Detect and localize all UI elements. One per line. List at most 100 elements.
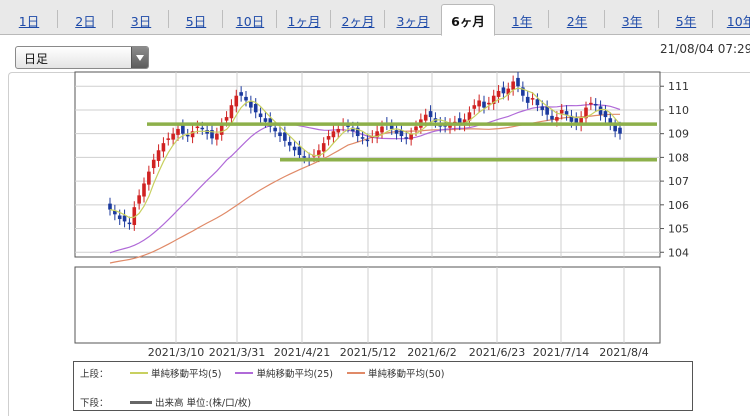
legend-row-lower: 下段： 出来高 単位:(株/口/枚) [80, 395, 265, 409]
chevron-down-icon[interactable] [131, 47, 148, 68]
candle-body-103 [608, 118, 613, 125]
candle-body-76 [477, 100, 481, 107]
x-tick-label-5: 2021/6/23 [469, 346, 525, 359]
legend-sma50-label: 単純移動平均(50) [367, 369, 445, 380]
tab-11[interactable]: 3年 [605, 6, 659, 35]
x-tick-label-7: 2021/8/4 [599, 346, 648, 359]
candle-body-40 [302, 156, 307, 158]
chart-legend: 上段： 単純移動平均(5) 単純移動平均(25) 単純移動平均(50) 下段： … [73, 361, 693, 411]
candle-body-74 [467, 112, 472, 121]
candle-body-21 [210, 130, 214, 139]
candle-body-39 [297, 146, 302, 156]
candle-body-2 [117, 215, 122, 220]
candle-body-30 [253, 104, 258, 113]
sma25-line [109, 103, 621, 254]
candle-body-37 [287, 141, 292, 146]
candle-body-3 [122, 215, 127, 222]
legend-lower-title: 下段： [80, 398, 109, 409]
tab-2[interactable]: 3日 [113, 6, 169, 35]
candle-body-97 [579, 117, 583, 126]
candle-body-38 [292, 146, 297, 151]
candle-body-28 [244, 96, 248, 101]
candle-body-10 [156, 150, 161, 161]
legend-volume-label: 出来高 単位:(株/口/枚) [155, 398, 252, 409]
candle-body-70 [448, 124, 452, 128]
candle-body-35 [278, 132, 282, 137]
tab-12[interactable]: 5年 [659, 6, 713, 35]
sma5-swatch [130, 372, 148, 374]
candle-body-33 [268, 118, 273, 127]
candle-body-62 [409, 133, 413, 140]
volume-swatch [130, 400, 152, 404]
candle-body-102 [603, 111, 608, 118]
x-tick-label-0: 2021/3/10 [148, 346, 204, 359]
candle-body-24 [224, 117, 229, 121]
candle-body-46 [331, 131, 336, 138]
candle-body-26 [234, 95, 239, 107]
candle-body-83 [511, 81, 515, 90]
y-tick-label-3: 107 [668, 175, 689, 188]
x-tick-label-4: 2021/6/2 [407, 346, 456, 359]
candle-body-63 [414, 126, 418, 131]
candle-body-101 [598, 106, 603, 115]
candle-body-92 [555, 117, 559, 121]
period-tab-bar: 1日 2日 3日 5日 10日 1ヶ月 2ヶ月 3ヶ月 6ヶ月 1年 2年 3年 5年 10年 [0, 0, 750, 36]
candle-body-1 [113, 210, 117, 215]
legend-item-sma5: 単純移動平均(5) [130, 366, 221, 380]
y-tick-label-6: 110 [668, 104, 689, 117]
tab-13[interactable]: 10年 [726, 14, 750, 29]
candle-body-87 [530, 98, 535, 100]
candle-body-51 [355, 127, 360, 137]
candle-body-0 [108, 203, 112, 210]
candle-body-17 [190, 131, 195, 138]
candle-body-89 [540, 106, 545, 110]
x-tick-label-3: 2021/5/12 [340, 346, 396, 359]
candle-body-58 [389, 125, 394, 129]
tab-1[interactable]: 2日 [58, 6, 113, 35]
candle-body-45 [326, 136, 331, 140]
candle-body-32 [263, 118, 268, 122]
candle-body-61 [404, 137, 409, 139]
candle-body-98 [584, 107, 588, 119]
tab-8[interactable]: 6ヶ月 [441, 4, 495, 36]
candle-body-91 [550, 115, 554, 120]
candle-body-95 [569, 115, 574, 122]
y-tick-label-7: 111 [668, 80, 689, 93]
candle-body-94 [564, 111, 569, 115]
candle-body-60 [399, 130, 404, 137]
tab-5[interactable]: 1ヶ月 [277, 6, 331, 35]
tab-4[interactable]: 10日 [223, 6, 277, 35]
candle-body-18 [195, 126, 200, 129]
candle-body-6 [137, 195, 141, 204]
legend-sma5-label: 単純移動平均(5) [151, 369, 222, 380]
tab-0[interactable]: 1日 [0, 6, 58, 35]
candle-body-27 [239, 92, 243, 96]
tab-3[interactable]: 5日 [169, 6, 223, 35]
candle-body-88 [535, 99, 540, 106]
legend-sma25-label: 単純移動平均(25) [256, 369, 333, 380]
candle-body-5 [132, 207, 137, 225]
candle-body-81 [501, 87, 506, 94]
tab-7[interactable]: 3ヶ月 [396, 14, 430, 29]
candle-body-25 [229, 105, 234, 119]
candle-body-82 [506, 88, 511, 95]
candle-body-99 [589, 102, 593, 105]
candle-interval-select[interactable]: 日足 [15, 46, 149, 69]
candle-body-65 [423, 114, 428, 121]
candle-body-66 [428, 111, 433, 118]
candle-body-79 [491, 95, 496, 105]
tab-10[interactable]: 2年 [549, 6, 605, 35]
tab-6[interactable]: 2ヶ月 [331, 6, 385, 35]
candle-body-13 [171, 133, 175, 140]
candle-body-11 [161, 143, 166, 152]
legend-upper-title: 上段： [80, 369, 109, 380]
tab-9[interactable]: 1年 [495, 6, 549, 35]
candle-body-14 [176, 128, 180, 135]
legend-row-upper: 上段： 単純移動平均(5) 単純移動平均(25) 単純移動平均(50) [80, 366, 459, 380]
candle-body-75 [472, 105, 477, 109]
y-tick-label-0: 104 [668, 246, 689, 259]
candle-interval-value: 日足 [24, 52, 49, 66]
candle-body-85 [521, 87, 525, 96]
candle-body-16 [185, 134, 190, 137]
